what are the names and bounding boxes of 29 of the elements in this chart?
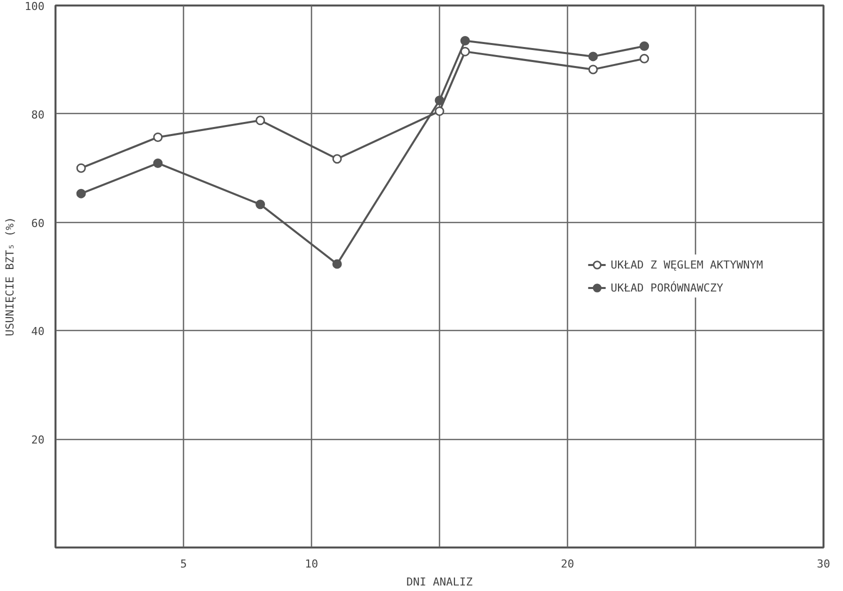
point	[640, 41, 650, 51]
point	[460, 46, 470, 56]
y-tick-label: 20	[31, 434, 45, 447]
x-tick-label: 5	[180, 558, 187, 570]
x-tick-label: 20	[560, 558, 574, 570]
point	[332, 259, 342, 269]
x-tick-label: 30	[816, 558, 830, 570]
point	[153, 132, 163, 142]
point	[588, 52, 598, 62]
point	[588, 64, 598, 74]
point	[640, 54, 650, 64]
point	[332, 154, 342, 164]
legend-label: UKŁAD PORÓWNAWCZY	[610, 281, 724, 294]
y-tick-label: 60	[31, 216, 45, 230]
y-tick-label: 80	[31, 108, 45, 122]
point	[256, 116, 266, 126]
point	[434, 96, 444, 106]
point	[460, 36, 470, 46]
point	[256, 200, 266, 210]
point	[153, 158, 163, 168]
point	[76, 163, 86, 173]
x-axis-title: DNI ANALIZ	[406, 576, 473, 588]
point	[434, 106, 444, 116]
point	[76, 188, 86, 198]
x-tick-label: 10	[304, 558, 318, 570]
legend-label: UKŁAD Z WĘGLEM AKTYWNYM	[610, 258, 763, 271]
y-tick-label: 40	[31, 325, 45, 338]
y-tick-label: 100	[24, 0, 45, 13]
y-axis-title: USUNIĘCIE BZT₅ (%)	[4, 216, 17, 336]
